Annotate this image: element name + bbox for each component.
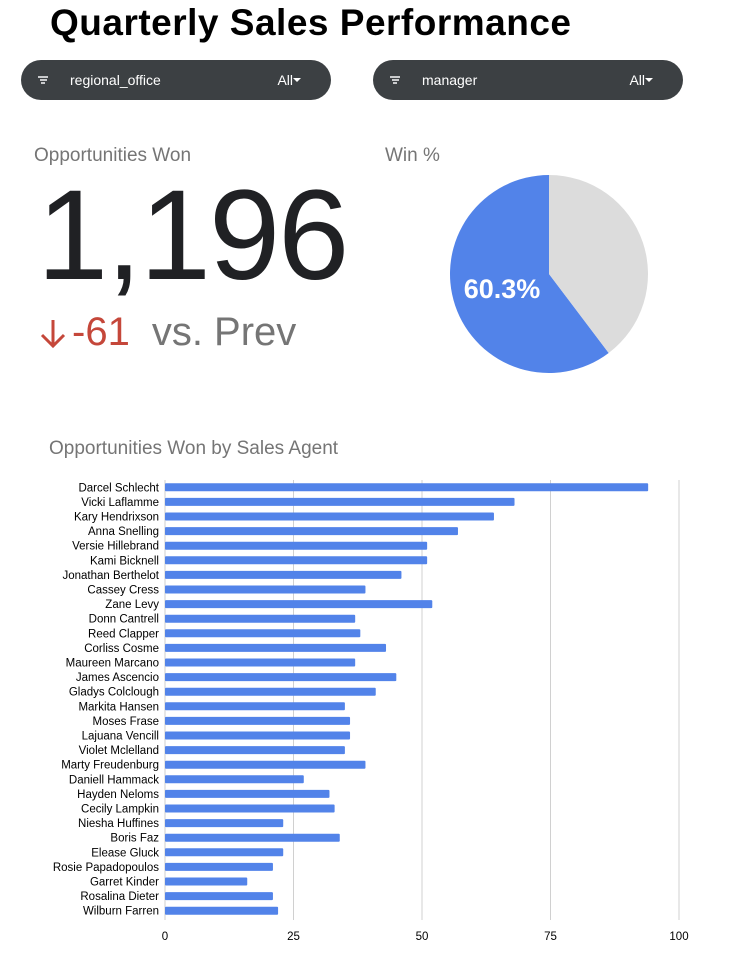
category-label: Rosie Papadopoulos	[53, 862, 159, 874]
bar	[165, 512, 494, 521]
x-tick-label: 0	[162, 931, 168, 943]
category-label: Zane Levy	[105, 599, 159, 611]
category-label: Markita Hansen	[78, 701, 159, 713]
bar	[165, 775, 304, 784]
filter-icon	[38, 76, 48, 84]
kpi-label: Opportunities Won	[34, 145, 192, 166]
page-title: Quarterly Sales Performance	[50, 2, 572, 43]
category-label: Cassey Cress	[87, 585, 159, 597]
delta-value: -61	[72, 309, 130, 354]
category-label: Rosalina Dieter	[80, 891, 159, 903]
category-label: Anna Snelling	[88, 526, 159, 538]
bar	[165, 541, 428, 550]
bar	[165, 527, 458, 536]
category-label: Hayden Neloms	[77, 789, 159, 801]
category-label: Wilburn Farren	[83, 906, 159, 918]
bar	[165, 789, 330, 798]
category-label: Vicki Laflamme	[81, 497, 159, 509]
category-label: Violet Mclelland	[79, 745, 159, 757]
category-label: Cecily Lampkin	[81, 804, 159, 816]
category-label: Donn Cantrell	[89, 614, 159, 626]
pie-slice-win	[450, 175, 609, 373]
category-label: Versie Hillebrand	[72, 541, 159, 553]
bar	[165, 906, 279, 915]
bar	[165, 877, 248, 886]
bar	[165, 643, 387, 652]
win-pct-pie-chart: 60.3%	[450, 175, 648, 373]
category-label: Kary Hendrixson	[74, 512, 159, 524]
bar	[165, 892, 273, 901]
category-label: Daniell Hammack	[69, 774, 159, 786]
x-tick-label: 25	[287, 931, 300, 943]
delta-comparison: vs. Prev	[151, 309, 297, 354]
bar	[165, 848, 284, 857]
x-tick-label: 100	[669, 931, 688, 943]
category-label: James Ascencio	[76, 672, 159, 684]
bar	[165, 585, 366, 594]
bar	[165, 570, 402, 579]
bar	[165, 614, 356, 623]
bar	[165, 673, 397, 682]
bar	[165, 629, 361, 638]
category-label: Moses Frase	[93, 716, 159, 728]
category-label: Corliss Cosme	[84, 643, 159, 655]
category-label: Elease Gluck	[91, 847, 159, 859]
bar	[165, 600, 433, 609]
arrow-down-icon	[40, 320, 66, 349]
bar	[165, 746, 345, 755]
bar	[165, 658, 356, 667]
category-label: Lajuana Vencill	[82, 731, 159, 743]
x-tick-label: 75	[544, 931, 557, 943]
category-label: Kami Bicknell	[90, 555, 159, 567]
win-pct-label: Win %	[385, 145, 440, 166]
category-label: Garret Kinder	[90, 877, 159, 889]
kpi-value: 1,196	[37, 164, 349, 307]
category-label: Jonathan Berthelot	[62, 570, 159, 582]
manager-filter[interactable]: manager All	[373, 60, 683, 100]
x-tick-label: 50	[416, 931, 429, 943]
dropdown-caret-icon	[293, 78, 301, 82]
category-label: Marty Freudenburg	[61, 760, 159, 772]
bar	[165, 497, 515, 506]
bar	[165, 731, 351, 740]
bar	[165, 804, 335, 813]
filter-value: All	[277, 72, 293, 88]
pie-slice-rest	[549, 175, 648, 353]
bar	[165, 687, 376, 696]
filter-label: manager	[422, 72, 478, 88]
filter-label: regional_office	[70, 72, 161, 88]
category-label: Maureen Marcano	[66, 658, 159, 670]
bar-chart-title: Opportunities Won by Sales Agent	[49, 438, 339, 459]
category-label: Boris Faz	[110, 833, 159, 845]
filter-icon	[390, 76, 400, 84]
bar	[165, 833, 340, 842]
bar	[165, 556, 428, 565]
bar	[165, 716, 351, 725]
category-label: Niesha Huffines	[78, 818, 159, 830]
bar	[165, 702, 345, 711]
bar	[165, 819, 284, 828]
pie-slice-label: 60.3%	[464, 274, 541, 304]
bar	[165, 760, 366, 769]
bar	[165, 862, 273, 871]
filter-value: All	[629, 72, 645, 88]
kpi-delta: -61 vs. Prev	[38, 309, 296, 355]
category-label: Gladys Colclough	[69, 687, 159, 699]
bar	[165, 483, 649, 492]
category-label: Darcel Schlecht	[78, 482, 159, 494]
dropdown-caret-icon	[645, 78, 653, 82]
regional-office-filter[interactable]: regional_office All	[21, 60, 331, 100]
opportunities-bar-chart: Darcel Schlecht Vicki Laflamme Kary Hendri…	[53, 480, 689, 943]
category-label: Reed Clapper	[88, 628, 159, 640]
